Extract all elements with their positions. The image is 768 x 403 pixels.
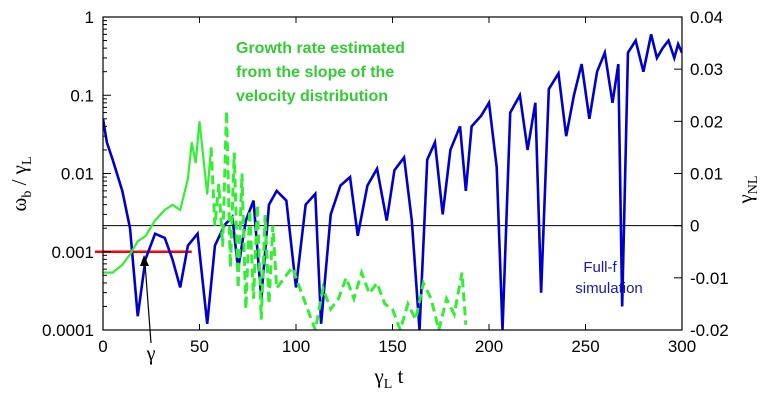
series-layer [103,34,682,330]
x-axis-label: γL t [374,364,404,392]
right-tick-label: -0.01 [690,269,729,288]
left-tick-label: 0.01 [61,165,94,184]
right-axis-label: γNL [733,176,761,205]
axis-labels: γL t ωb / γL γNL [7,156,761,392]
x-tick-label: 100 [282,337,310,356]
left-tick-label: 0.0001 [42,321,94,340]
right-tick-label: 0.01 [690,165,723,184]
right-tick-label: 0 [690,217,699,236]
right-tick-label: 0.03 [690,60,723,79]
annotation-gamma-arrowhead [140,255,149,266]
x-axis-ticks: 0 50 100 150 200 250 300 [98,17,696,356]
x-tick-label: 250 [571,337,599,356]
left-tick-label: 1 [85,8,94,27]
annotation-growth-rate-line: velocity distribution [236,88,388,105]
right-axis-ticks: 0.04 0.03 0.02 0.01 0 -0.01 -0.02 [674,8,729,340]
series-line-0 [103,34,682,330]
annotation-simulation-line: simulation [575,280,643,297]
right-tick-label: -0.02 [690,321,729,340]
right-tick-label: 0.02 [690,112,723,131]
left-tick-label: 0.1 [70,86,94,105]
annotation-full-f-line: Full-f [583,259,617,276]
x-tick-label: 0 [98,337,107,356]
x-tick-label: 200 [475,337,503,356]
series-line-solid-part [103,121,213,274]
x-tick-label: 300 [668,337,696,356]
left-axis-label: ωb / γL [7,156,35,211]
annotations-layer: Growth rate estimated from the slope of t… [140,40,643,365]
x-tick-label: 50 [190,337,209,356]
x-tick-label: 150 [378,337,406,356]
left-axis-ticks: 1 0.1 0.01 0.001 0.0001 [42,8,111,340]
annotation-gamma-arrow-shaft [144,262,152,344]
annotation-growth-rate-line: Growth rate estimated [236,40,405,57]
right-tick-label: 0.04 [690,8,723,27]
annotation-growth-rate-line: from the slope of the [236,64,394,81]
annotation-gamma-label: γ [146,343,156,365]
left-tick-label: 0.001 [51,243,94,262]
